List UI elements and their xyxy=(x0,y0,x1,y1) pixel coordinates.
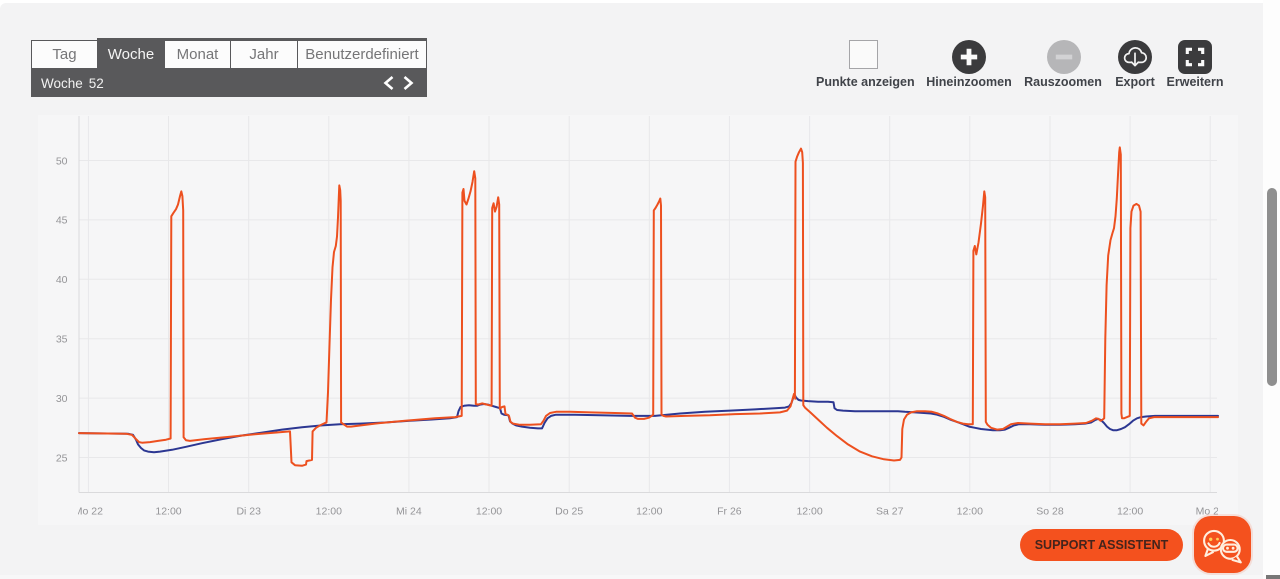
svg-text:12:00: 12:00 xyxy=(957,506,983,518)
svg-text:Mo 29: Mo 29 xyxy=(1196,506,1225,518)
svg-text:Mo 22: Mo 22 xyxy=(74,506,103,518)
svg-text:12:00: 12:00 xyxy=(316,506,342,518)
svg-text:Sa 27: Sa 27 xyxy=(876,506,904,518)
svg-text:35: 35 xyxy=(56,334,68,346)
svg-text:Do 25: Do 25 xyxy=(555,506,583,518)
svg-text:Fr 26: Fr 26 xyxy=(717,506,742,518)
svg-text:40: 40 xyxy=(56,274,68,286)
svg-text:12:00: 12:00 xyxy=(155,506,181,518)
svg-text:Mi 24: Mi 24 xyxy=(396,506,422,518)
svg-text:12:00: 12:00 xyxy=(636,506,662,518)
svg-text:45: 45 xyxy=(56,215,68,227)
svg-text:30: 30 xyxy=(56,393,68,405)
svg-text:12:00: 12:00 xyxy=(796,506,822,518)
svg-text:Di 23: Di 23 xyxy=(236,506,261,518)
svg-text:12:00: 12:00 xyxy=(1117,506,1143,518)
svg-text:25: 25 xyxy=(56,452,68,464)
svg-text:So 28: So 28 xyxy=(1036,506,1064,518)
svg-text:50: 50 xyxy=(56,155,68,167)
svg-text:12:00: 12:00 xyxy=(476,506,502,518)
